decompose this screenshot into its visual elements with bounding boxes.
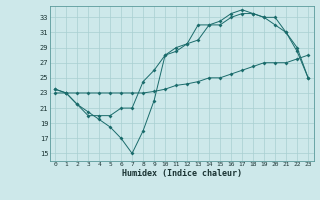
X-axis label: Humidex (Indice chaleur): Humidex (Indice chaleur)	[122, 169, 242, 178]
